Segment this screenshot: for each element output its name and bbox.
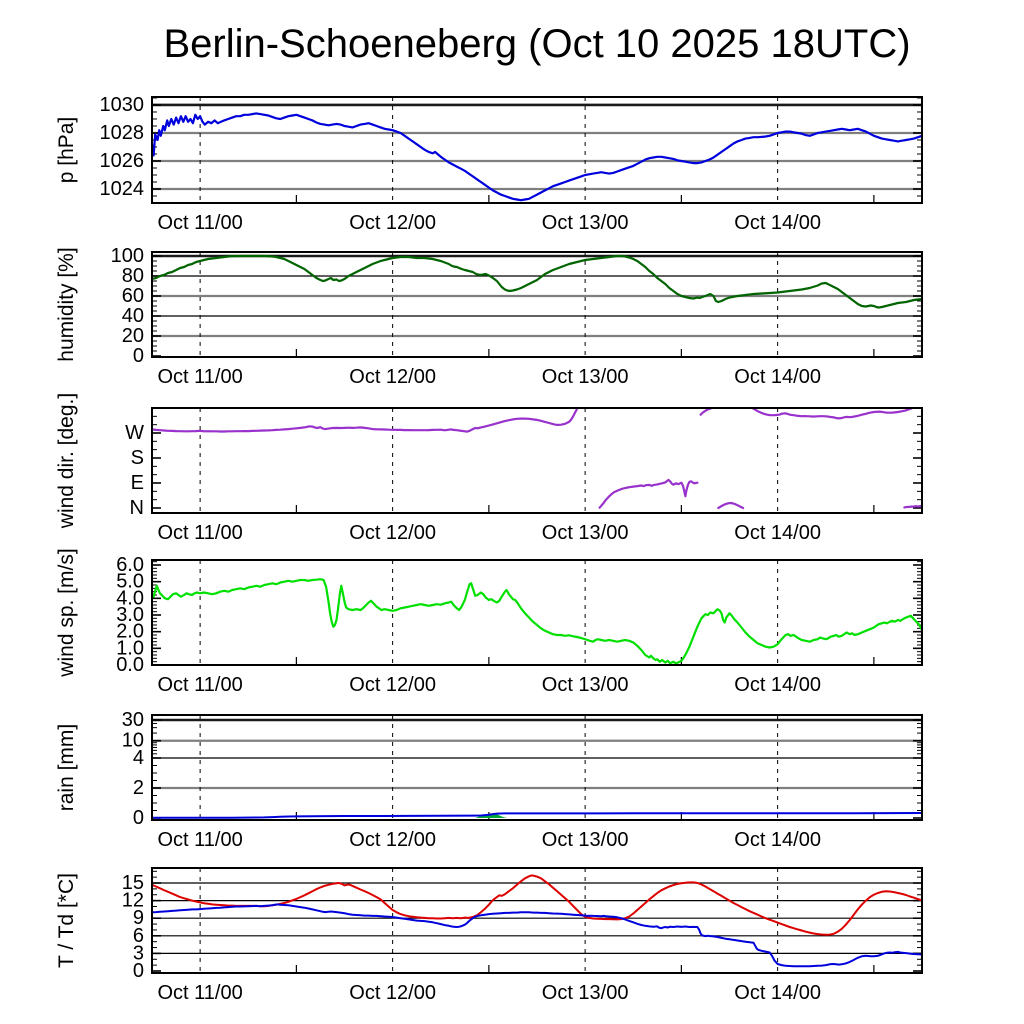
wind-speed-ytick-label: 2.0 [116, 621, 144, 643]
pressure-ytick-label: 1026 [100, 150, 145, 172]
wind-speed-xtick-label: Oct 14/00 [734, 674, 821, 696]
wind-speed-ytick-label: 1.0 [116, 637, 144, 659]
pressure-xtick-label: Oct 11/00 [158, 212, 243, 234]
humidity-ytick-label: 40 [122, 305, 144, 327]
rain-ytick-label: 10 [122, 730, 144, 752]
rain-ytick-label: 0 [133, 807, 144, 829]
rain-ytick-label: 30 [122, 709, 144, 731]
wind-direction-series [598, 478, 699, 509]
humidity-xtick-label: Oct 14/00 [734, 366, 821, 388]
humidity-axis-title: humidity [%] [55, 247, 78, 361]
wind-direction-series [751, 409, 913, 420]
temperature-xtick-label: Oct 14/00 [734, 982, 821, 1004]
wind-direction-xtick-label: Oct 11/00 [158, 522, 243, 544]
pressure-series [153, 112, 921, 202]
pressure-xtick-label: Oct 13/00 [542, 212, 629, 234]
wind-speed-ytick-label: 5.0 [116, 571, 144, 593]
temperature-axis-title: T / Td [*C] [55, 873, 78, 968]
wind-speed-ytick-label: 0.0 [116, 654, 144, 676]
temperature-series [153, 874, 921, 936]
pressure-panel: 1030 1028 1026 1024 Oct 11/00 Oct 12/00 Oct 13… [55, 94, 923, 234]
temperature-xtick-label: Oct 11/00 [158, 982, 243, 1004]
wind-direction-xtick-label: Oct 14/00 [734, 522, 821, 544]
rain-xtick-label: Oct 11/00 [158, 829, 243, 851]
dewpoint-series [153, 903, 921, 968]
rain-ytick-label: 4 [133, 747, 144, 769]
rain-ytick-label: 2 [133, 777, 144, 799]
wind-direction-series [717, 501, 745, 510]
wind-direction-ytick-label: E [131, 472, 144, 494]
wind-speed-ytick-label: 4.0 [116, 587, 144, 609]
humidity-ytick-label: 100 [111, 245, 144, 267]
wind-speed-ytick-label: 3.0 [116, 604, 144, 626]
wind-speed-xtick-label: Oct 12/00 [349, 674, 436, 696]
humidity-xtick-label: Oct 13/00 [542, 366, 629, 388]
humidity-xtick-label: Oct 11/00 [158, 366, 243, 388]
temperature-ytick-label: 9 [133, 907, 144, 929]
rain-axis-title: rain [mm] [55, 724, 78, 812]
temperature-ytick-label: 0 [133, 960, 144, 982]
rain-xtick-label: Oct 12/00 [349, 829, 436, 851]
temperature-ytick-label: 12 [122, 890, 144, 912]
temperature-ytick-label: 6 [133, 925, 144, 947]
rain-accumulated-series [153, 812, 921, 819]
temperature-xtick-label: Oct 12/00 [349, 982, 436, 1004]
wind-direction-ytick-label: W [125, 422, 144, 444]
pressure-ytick-label: 1030 [100, 94, 145, 116]
pressure-axis-title: p [hPa] [55, 117, 78, 184]
wind-speed-xtick-label: Oct 13/00 [542, 674, 629, 696]
temperature-xtick-label: Oct 13/00 [542, 982, 629, 1004]
wind-speed-axis-title: wind sp. [m/s] [55, 548, 78, 677]
relative-humidity-series [153, 254, 921, 309]
wind-direction-series [153, 409, 579, 433]
rain-xtick-label: Oct 13/00 [542, 829, 629, 851]
wind-direction-xtick-label: Oct 13/00 [542, 522, 629, 544]
wind-speed-xtick-label: Oct 11/00 [158, 674, 243, 696]
wind-direction-series [699, 409, 712, 416]
wind-speed-panel: 6.05.04.03.02.01.00.0 Oct 11/00 Oct 12/00 O… [55, 548, 923, 696]
humidity-ytick-label: 80 [122, 265, 144, 287]
humidity-ytick-label: 20 [122, 325, 144, 347]
wind-speed-series [153, 578, 921, 664]
pressure-ytick-label: 1028 [100, 122, 145, 144]
wind-direction-xtick-label: Oct 12/00 [349, 522, 436, 544]
wind-direction-axis-title: wind dir. [deg.] [55, 393, 78, 529]
temperature-ytick-label: 15 [122, 872, 144, 894]
humidity-ytick-label: 0 [133, 345, 144, 367]
pressure-xtick-label: Oct 14/00 [734, 212, 821, 234]
temperature-ytick-label: 3 [133, 942, 144, 964]
wind-direction-ytick-label: N [130, 497, 144, 519]
wind-direction-ytick-label: S [131, 447, 144, 469]
chart-title: Berlin-Schoeneberg (Oct 10 2025 18UTC) [163, 22, 911, 66]
pressure-xtick-label: Oct 12/00 [349, 212, 436, 234]
rain-xtick-label: Oct 14/00 [734, 829, 821, 851]
humidity-ytick-label: 60 [122, 285, 144, 307]
wind-direction-series [903, 504, 921, 509]
humidity-xtick-label: Oct 12/00 [349, 366, 436, 388]
rain-rate-bars-series [475, 813, 508, 818]
pressure-ytick-label: 1024 [100, 178, 145, 200]
wind-speed-ytick-label: 6.0 [116, 554, 144, 576]
